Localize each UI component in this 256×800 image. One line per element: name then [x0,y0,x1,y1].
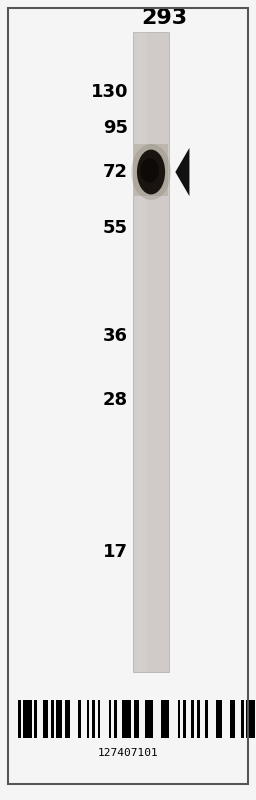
Text: 55: 55 [103,219,128,237]
Bar [79,700,81,738]
Text: 130: 130 [91,83,128,101]
Bar [122,700,131,738]
Bar [114,700,117,738]
Bar [57,700,62,738]
Bar [138,32,146,672]
Bar [177,700,180,738]
Bar [205,700,208,738]
Bar [24,700,32,738]
Text: 36: 36 [103,327,128,345]
Bar [87,700,90,738]
Bar [134,700,139,738]
Bar [18,700,21,738]
Bar [197,700,200,738]
Text: 28: 28 [103,391,128,409]
Bar [216,700,222,738]
Ellipse shape [141,158,159,182]
Bar [133,32,169,672]
Text: 95: 95 [103,119,128,137]
Bar [191,700,194,738]
Bar [109,700,111,738]
Text: 127407101: 127407101 [98,748,158,758]
Bar [65,700,70,738]
Bar [135,32,142,672]
Bar [137,32,144,672]
Bar [43,700,48,738]
Bar [133,32,140,672]
Text: 293: 293 [141,7,187,27]
Bar [241,700,244,738]
Bar [140,32,147,672]
Bar [98,700,100,738]
Bar [230,700,235,738]
Bar [144,700,153,738]
Bar [51,700,54,738]
Polygon shape [175,148,189,196]
Bar [161,700,169,738]
Bar [92,700,95,738]
Bar [183,700,186,738]
Ellipse shape [131,144,171,200]
Text: 72: 72 [103,163,128,181]
Bar [34,700,37,738]
Ellipse shape [137,150,165,194]
Text: 17: 17 [103,543,128,561]
Bar [134,144,168,196]
Bar [246,700,254,738]
